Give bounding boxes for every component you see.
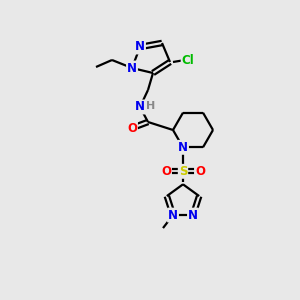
Text: O: O bbox=[161, 165, 171, 178]
Text: S: S bbox=[179, 165, 187, 178]
Text: Cl: Cl bbox=[182, 53, 194, 67]
Text: N: N bbox=[127, 61, 137, 74]
Text: N: N bbox=[135, 40, 145, 53]
Text: N: N bbox=[168, 208, 178, 222]
Text: H: H bbox=[146, 101, 156, 111]
Text: O: O bbox=[195, 165, 205, 178]
Text: O: O bbox=[127, 122, 137, 134]
Text: N: N bbox=[135, 100, 145, 113]
Text: N: N bbox=[178, 141, 188, 154]
Text: N: N bbox=[188, 208, 198, 222]
